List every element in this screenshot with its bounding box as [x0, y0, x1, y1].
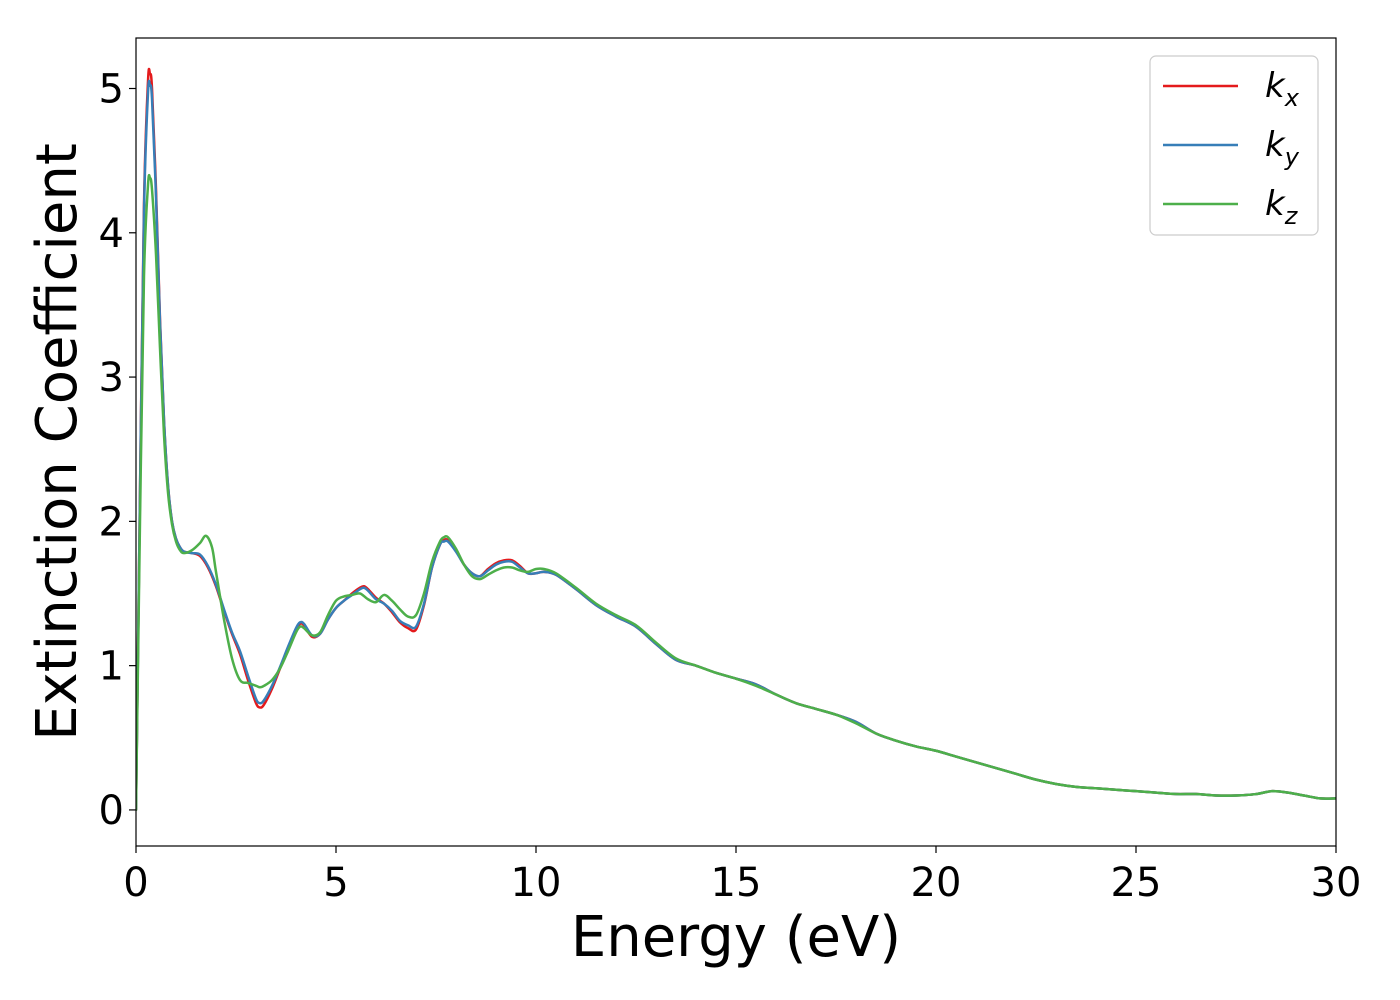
y-tick-label: 2 [99, 499, 124, 545]
legend: kx ky kz [1149, 55, 1319, 236]
x-axis-label: Energy (eV) [571, 905, 901, 970]
x-tick-label: 30 [1311, 860, 1362, 906]
legend-label-z: kz [1265, 184, 1299, 230]
y-axis: 0 1 2 3 4 5 [99, 67, 136, 834]
x-tick-label: 5 [323, 860, 348, 906]
y-tick-label: 0 [99, 788, 124, 834]
x-axis: 0 5 10 15 20 25 30 [123, 846, 1361, 906]
x-tick-label: 25 [1111, 860, 1162, 906]
y-tick-label: 5 [99, 67, 124, 113]
x-tick-label: 10 [511, 860, 562, 906]
series-line-z [136, 173, 1336, 812]
legend-label-x: kx [1265, 66, 1300, 112]
y-tick-label: 1 [99, 644, 124, 690]
y-axis-label: Extinction Coefficient [25, 143, 90, 741]
legend-label-y: ky [1265, 125, 1300, 171]
x-tick-label: 20 [911, 860, 962, 906]
y-tick-label: 4 [99, 211, 124, 257]
x-tick-label: 15 [711, 860, 762, 906]
x-tick-label: 0 [123, 860, 148, 906]
y-tick-label: 3 [99, 355, 124, 401]
series-layer [136, 67, 1336, 812]
